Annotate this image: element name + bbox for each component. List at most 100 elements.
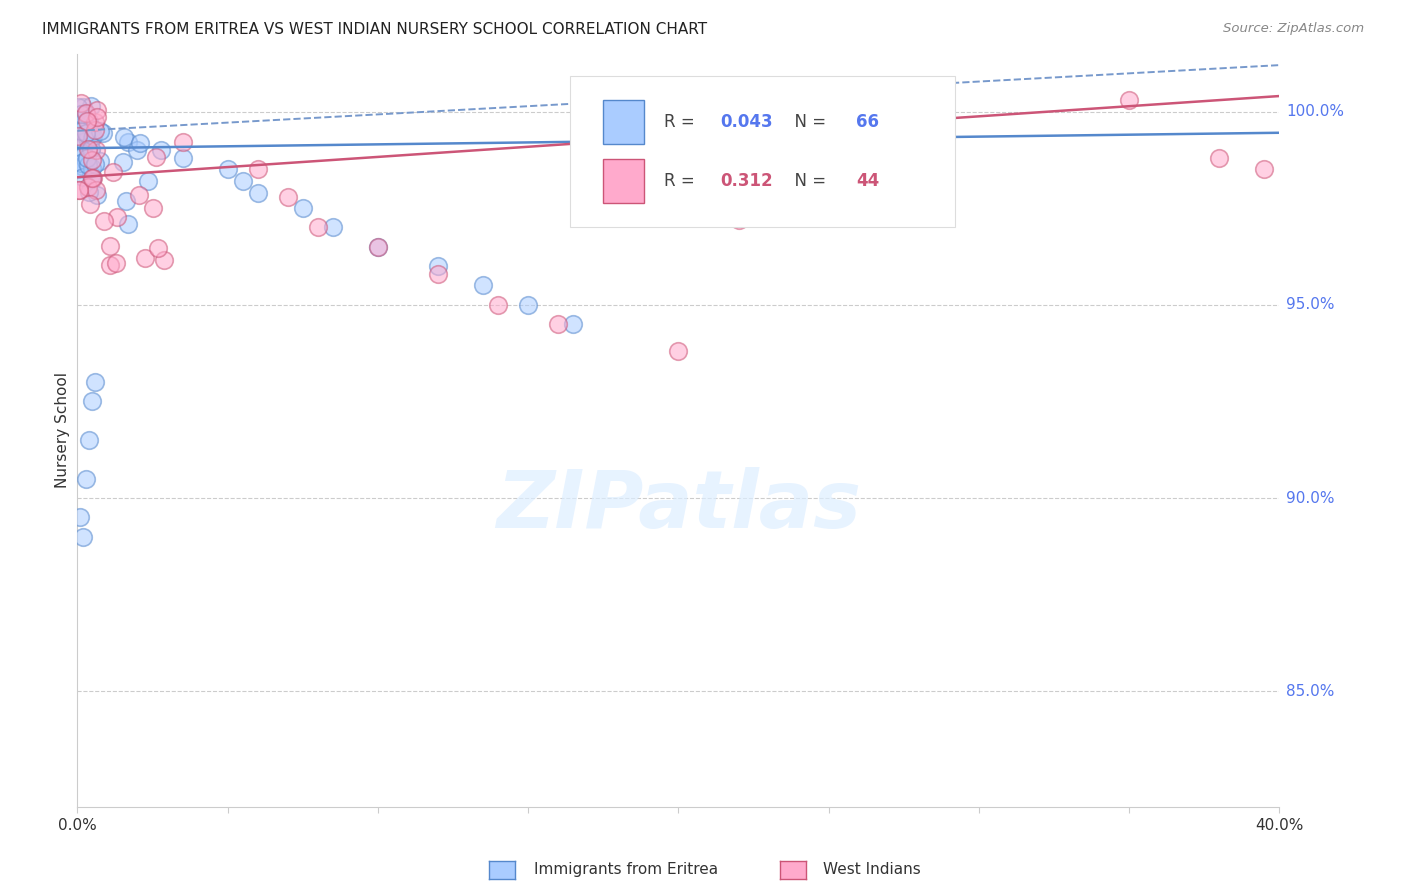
Point xyxy=(1253,162,1275,177)
Point xyxy=(128,188,150,202)
Point xyxy=(80,142,103,156)
Point xyxy=(112,155,135,169)
Point xyxy=(86,110,108,124)
Point xyxy=(91,126,114,140)
Text: IMMIGRANTS FROM ERITREA VS WEST INDIAN NURSERY SCHOOL CORRELATION CHART: IMMIGRANTS FROM ERITREA VS WEST INDIAN N… xyxy=(42,22,707,37)
Point xyxy=(152,253,174,268)
Text: 66: 66 xyxy=(856,112,879,130)
Point xyxy=(101,165,124,179)
Point xyxy=(75,106,97,120)
Text: 0.043: 0.043 xyxy=(720,112,773,130)
Point xyxy=(82,394,104,409)
Text: N =: N = xyxy=(785,112,831,130)
Point xyxy=(217,162,239,177)
Point xyxy=(80,172,103,186)
Point xyxy=(89,124,111,138)
Point xyxy=(73,147,96,161)
Point xyxy=(277,189,299,203)
Point xyxy=(67,183,90,197)
Point xyxy=(367,240,389,254)
Point xyxy=(1208,151,1230,165)
Point xyxy=(69,510,91,524)
Point xyxy=(517,298,540,312)
Point xyxy=(67,183,90,197)
Text: Immigrants from Eritrea: Immigrants from Eritrea xyxy=(534,863,718,877)
Point xyxy=(134,251,156,265)
Point xyxy=(66,100,89,114)
Point xyxy=(83,156,105,170)
Point xyxy=(307,220,329,235)
Point xyxy=(70,95,93,110)
Point xyxy=(77,135,100,149)
Point xyxy=(86,103,108,117)
Point xyxy=(75,107,97,121)
Point xyxy=(72,169,94,184)
FancyBboxPatch shape xyxy=(603,160,644,203)
Point xyxy=(75,472,97,486)
Point xyxy=(86,188,108,202)
Point xyxy=(80,168,103,182)
Point xyxy=(547,317,569,331)
Point xyxy=(727,212,749,227)
Point xyxy=(1118,93,1140,107)
Point xyxy=(79,197,101,211)
Point xyxy=(76,113,98,128)
Point xyxy=(427,259,450,273)
Point xyxy=(69,107,91,121)
FancyBboxPatch shape xyxy=(603,100,644,144)
Text: 44: 44 xyxy=(856,172,880,190)
Point xyxy=(77,158,100,172)
Point xyxy=(93,214,115,228)
Point xyxy=(246,162,269,177)
Point xyxy=(145,150,167,164)
Point xyxy=(291,201,314,215)
Text: ZIPatlas: ZIPatlas xyxy=(496,467,860,545)
Point xyxy=(150,143,173,157)
Point xyxy=(128,136,150,150)
Point xyxy=(73,116,96,130)
Text: 100.0%: 100.0% xyxy=(1286,104,1344,119)
Text: West Indians: West Indians xyxy=(823,863,921,877)
Point xyxy=(105,256,128,270)
Point xyxy=(72,100,94,114)
Point xyxy=(70,159,93,173)
Point xyxy=(84,183,107,197)
Point xyxy=(668,344,690,359)
Point xyxy=(84,375,107,389)
Point xyxy=(142,202,165,216)
Point xyxy=(105,210,128,224)
Point xyxy=(77,113,100,128)
Point xyxy=(232,174,254,188)
Point xyxy=(70,156,93,170)
Point xyxy=(67,151,90,165)
Text: N =: N = xyxy=(785,172,831,190)
Point xyxy=(67,162,90,177)
Point xyxy=(80,161,103,175)
Point xyxy=(562,317,585,331)
Text: R =: R = xyxy=(664,112,700,130)
Point xyxy=(115,194,138,208)
FancyBboxPatch shape xyxy=(571,76,955,227)
Point xyxy=(79,433,101,447)
Y-axis label: Nursery School: Nursery School xyxy=(55,372,70,489)
Point xyxy=(125,143,148,157)
Point xyxy=(77,142,100,156)
Point xyxy=(112,129,135,144)
Point xyxy=(136,174,159,188)
Point xyxy=(172,151,194,165)
Point xyxy=(82,171,104,186)
Point xyxy=(77,185,100,199)
Point xyxy=(75,153,97,168)
Point xyxy=(427,267,450,281)
Point xyxy=(86,144,108,158)
Point xyxy=(76,151,98,165)
Point xyxy=(472,278,495,293)
Point xyxy=(367,240,389,254)
Point xyxy=(83,123,105,137)
Point xyxy=(80,99,103,113)
Point xyxy=(89,154,111,169)
Text: 85.0%: 85.0% xyxy=(1286,684,1334,698)
Point xyxy=(172,136,194,150)
Point xyxy=(76,179,98,194)
Point xyxy=(246,186,269,200)
